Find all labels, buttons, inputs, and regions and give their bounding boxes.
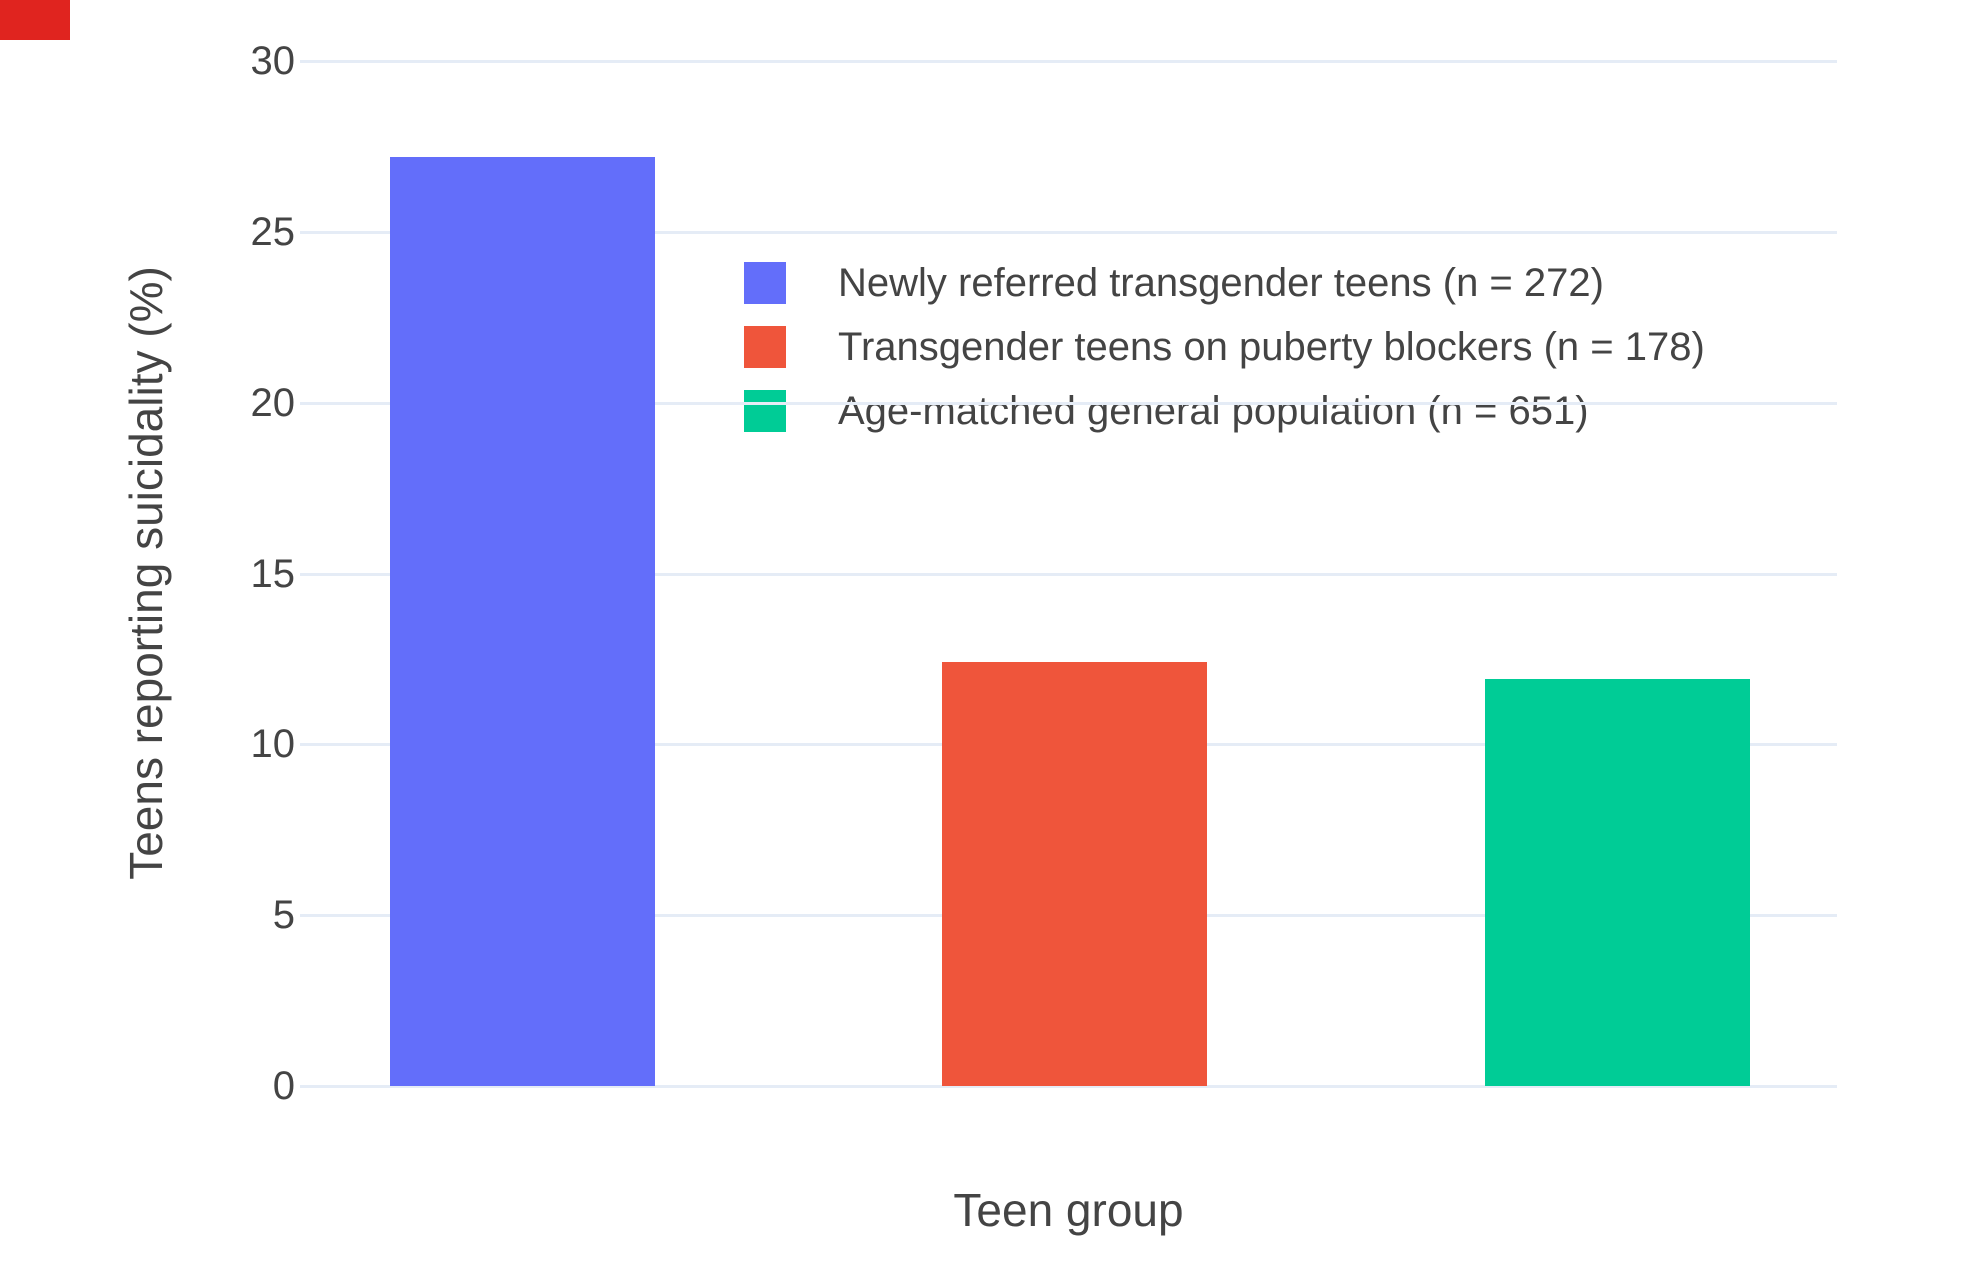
y-tick-label-10: 10	[250, 722, 296, 767]
gridline-20	[300, 401, 1837, 405]
gridline-30	[300, 60, 1837, 63]
gridline-0	[300, 1085, 1837, 1088]
legend-label: Age-matched general population (n = 651)	[838, 388, 1589, 433]
legend-swatch-icon	[744, 326, 786, 368]
legend-swatch-icon	[744, 262, 786, 304]
y-tick-label-5: 5	[272, 893, 295, 938]
legend-swatch-icon	[744, 390, 786, 432]
legend-label: Transgender teens on puberty blockers (n…	[838, 324, 1705, 369]
legend-item-1[interactable]: Transgender teens on puberty blockers (n…	[730, 315, 1791, 379]
legend-item-2[interactable]: Age-matched general population (n = 651)	[730, 379, 1791, 443]
x-axis-title: Teen group	[953, 1184, 1184, 1236]
red-corner-marker	[0, 0, 70, 40]
y-tick-label-30: 30	[250, 39, 296, 83]
y-tick-label-20: 20	[250, 380, 296, 425]
legend: Newly referred transgender teens (n = 27…	[730, 251, 1791, 443]
y-tick-label-25: 25	[250, 209, 296, 254]
bar-2[interactable]	[1485, 679, 1750, 1086]
bar-1[interactable]	[942, 662, 1207, 1086]
gridline-15	[300, 572, 1837, 576]
y-tick-label-0: 0	[272, 1064, 295, 1108]
legend-label: Newly referred transgender teens (n = 27…	[838, 260, 1604, 305]
bar-0[interactable]	[390, 156, 655, 1086]
y-tick-label-15: 15	[250, 551, 296, 596]
gridline-25	[300, 230, 1837, 234]
legend-item-0[interactable]: Newly referred transgender teens (n = 27…	[730, 251, 1791, 315]
